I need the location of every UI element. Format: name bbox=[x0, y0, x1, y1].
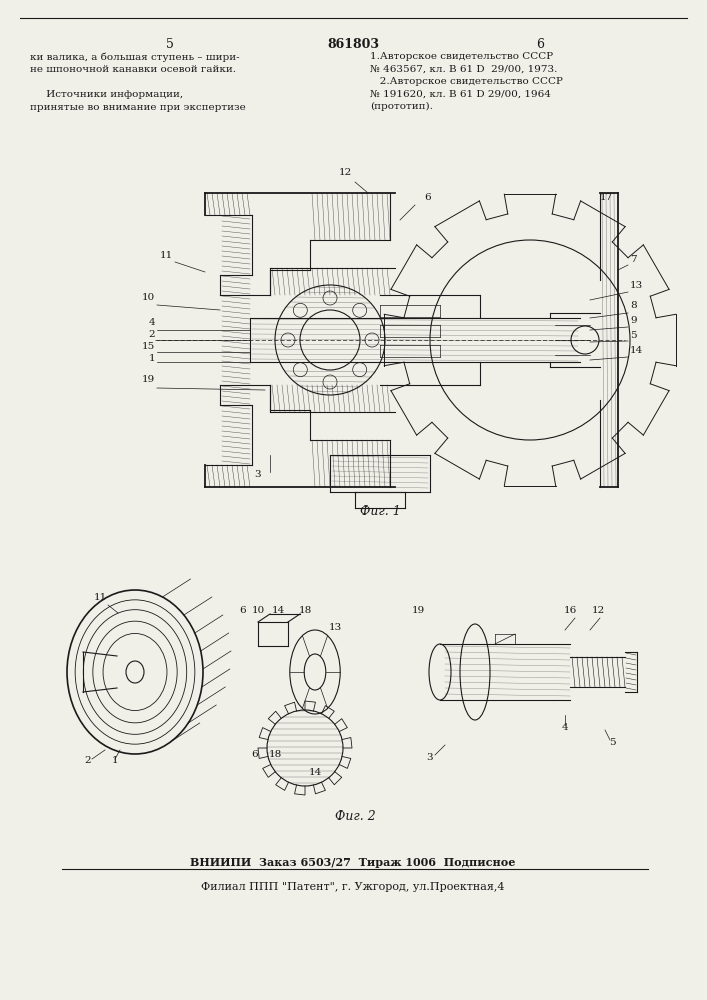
Text: Фиг. 1: Фиг. 1 bbox=[360, 505, 400, 518]
Text: 5: 5 bbox=[630, 331, 636, 340]
Text: 3: 3 bbox=[427, 753, 433, 762]
Text: 12: 12 bbox=[339, 168, 351, 177]
Text: 1: 1 bbox=[148, 354, 155, 363]
Text: 15: 15 bbox=[141, 342, 155, 351]
Text: 11: 11 bbox=[160, 251, 173, 260]
Text: 5: 5 bbox=[166, 38, 174, 51]
Text: 16: 16 bbox=[563, 606, 577, 615]
Text: 861803: 861803 bbox=[327, 38, 379, 51]
Text: 4: 4 bbox=[561, 723, 568, 732]
Text: 14: 14 bbox=[308, 768, 322, 777]
Text: ки валика, а большая ступень – шири-
не шпоночной канавки осевой гайки.

     Ис: ки валика, а большая ступень – шири- не … bbox=[30, 52, 246, 111]
Text: 9: 9 bbox=[630, 316, 636, 325]
Text: 14: 14 bbox=[630, 346, 643, 355]
Text: 13: 13 bbox=[328, 623, 341, 632]
Text: 1: 1 bbox=[112, 756, 118, 765]
Text: 7: 7 bbox=[630, 255, 636, 264]
Text: 17: 17 bbox=[600, 193, 613, 202]
Text: 10: 10 bbox=[141, 293, 155, 302]
Text: 18: 18 bbox=[298, 606, 312, 615]
Text: 8: 8 bbox=[630, 301, 636, 310]
Text: 12: 12 bbox=[591, 606, 604, 615]
Text: 19: 19 bbox=[411, 606, 425, 615]
Text: 6: 6 bbox=[252, 750, 258, 759]
Text: 6: 6 bbox=[536, 38, 544, 51]
Text: 2: 2 bbox=[85, 756, 91, 765]
Text: 10: 10 bbox=[252, 606, 264, 615]
Text: 3: 3 bbox=[255, 470, 262, 479]
Text: 1.Авторское свидетельство СССР
№ 463567, кл. В 61 D  29/00, 1973.
   2.Авторское: 1.Авторское свидетельство СССР № 463567,… bbox=[370, 52, 563, 111]
Text: ВНИИПИ  Заказ 6503/27  Тираж 1006  Подписное: ВНИИПИ Заказ 6503/27 Тираж 1006 Подписно… bbox=[190, 857, 515, 868]
Text: 18: 18 bbox=[269, 750, 281, 759]
Text: Филиал ППП "Патент", г. Ужгород, ул.Проектная,4: Филиал ППП "Патент", г. Ужгород, ул.Прое… bbox=[201, 882, 505, 892]
Text: 2: 2 bbox=[148, 330, 155, 339]
Text: 6: 6 bbox=[240, 606, 246, 615]
Text: 6: 6 bbox=[425, 193, 431, 202]
Text: 13: 13 bbox=[630, 281, 643, 290]
Text: 19: 19 bbox=[141, 375, 155, 384]
Text: 11: 11 bbox=[93, 593, 107, 602]
Text: Фиг. 2: Фиг. 2 bbox=[334, 810, 375, 823]
Text: 4: 4 bbox=[148, 318, 155, 327]
Text: 14: 14 bbox=[271, 606, 285, 615]
Text: 5: 5 bbox=[609, 738, 615, 747]
Ellipse shape bbox=[126, 661, 144, 683]
